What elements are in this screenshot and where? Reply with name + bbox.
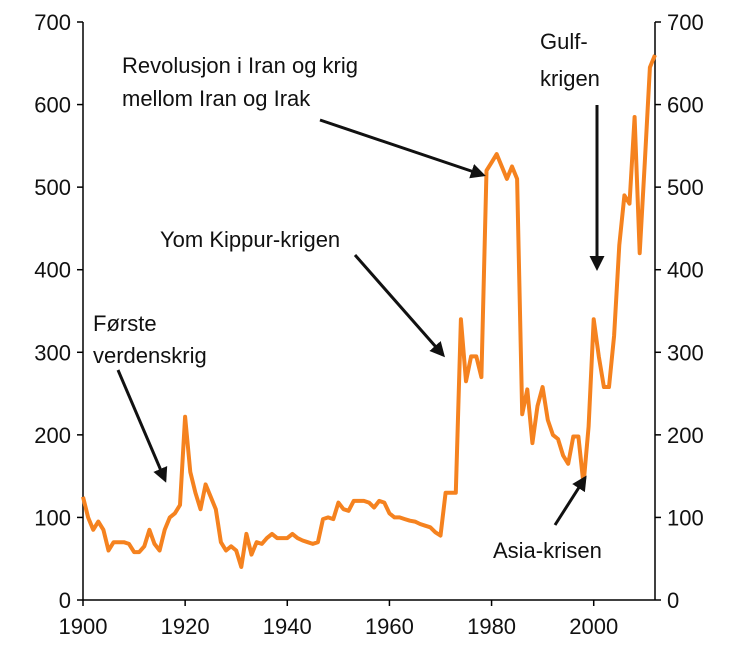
- y2-tick-label: 400: [667, 258, 704, 283]
- y-tick-label: 300: [34, 340, 71, 365]
- y2-tick-label: 300: [667, 340, 704, 365]
- y-tick-label: 700: [34, 10, 71, 35]
- y-tick-label: 100: [34, 505, 71, 530]
- x-tick-label: 1920: [161, 614, 210, 639]
- x-tick-label: 1940: [263, 614, 312, 639]
- x-tick-label: 1980: [467, 614, 516, 639]
- x-tick-label: 1960: [365, 614, 414, 639]
- annotation: verdenskrig: [93, 343, 207, 368]
- annotation: Første: [93, 311, 157, 336]
- y-tick-label: 600: [34, 93, 71, 118]
- annotation: Yom Kippur-krigen: [160, 227, 340, 252]
- y-tick-label: 200: [34, 423, 71, 448]
- y-tick-label: 400: [34, 258, 71, 283]
- annotation-arrow: [353, 254, 445, 358]
- y2-tick-label: 200: [667, 423, 704, 448]
- y2-tick-label: 700: [667, 10, 704, 35]
- y2-tick-label: 0: [667, 588, 679, 613]
- line: [81, 54, 657, 569]
- x-tick-label: 2000: [569, 614, 618, 639]
- annotation: krigen: [540, 66, 600, 91]
- y-tick-label: 0: [59, 588, 71, 613]
- annotation-arrow: [319, 118, 486, 179]
- x-tick-label: 1900: [59, 614, 108, 639]
- annotation: Revolusjon i Iran og krig: [122, 53, 358, 78]
- annotation: Asia-krisen: [493, 538, 602, 563]
- y2-tick-label: 600: [667, 93, 704, 118]
- y-tick-label: 500: [34, 175, 71, 200]
- y2-tick-label: 500: [667, 175, 704, 200]
- y2-tick-label: 100: [667, 505, 704, 530]
- annotation: mellom Iran og Irak: [122, 86, 311, 111]
- annotation-arrow: [116, 369, 168, 483]
- annotation: Gulf-: [540, 29, 588, 54]
- annotation-arrow: [553, 475, 587, 526]
